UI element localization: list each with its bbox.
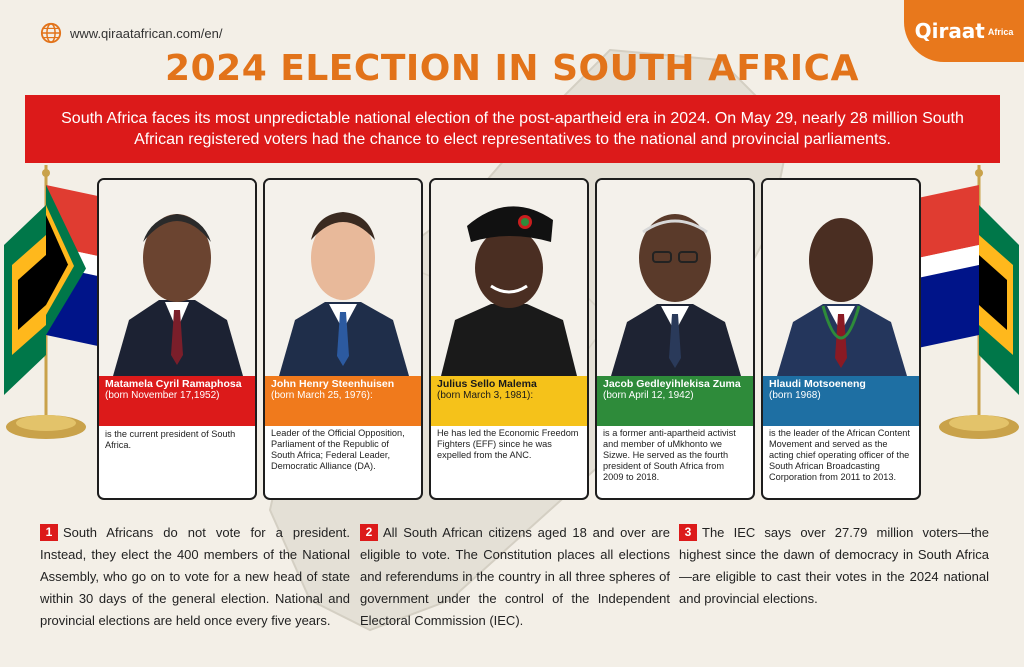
logo-sub: Africa — [987, 27, 1014, 37]
candidate-nameplate: John Henry Steenhuisen (born March 25, 1… — [265, 376, 421, 426]
candidate-nameplate: Hlaudi Motsoeneng (born 1968) — [763, 376, 919, 426]
fact-text: All South African citizens aged 18 and o… — [360, 525, 670, 628]
intro-text: South Africa faces its most unpredictabl… — [61, 110, 964, 148]
fact-number: 2 — [360, 524, 378, 541]
candidate-nameplate: Julius Sello Malema (born March 3, 1981)… — [431, 376, 587, 426]
candidate-name: Jacob Gedleyihlekisa Zuma — [603, 378, 741, 390]
candidate-bio: is a former anti-apartheid activist and … — [603, 428, 736, 482]
fact-paragraph-3: 3 The IEC says over 27.79 million voters—… — [679, 522, 989, 610]
candidate-photo — [763, 180, 919, 376]
candidate-nameplate: Jacob Gedleyihlekisa Zuma (born April 12… — [597, 376, 753, 426]
fact-paragraph-2: 2 All South African citizens aged 18 and … — [360, 522, 670, 632]
site-url[interactable]: www.qiraatafrican.com/en/ — [40, 22, 222, 44]
candidate-card: Matamela Cyril Ramaphosa (born November … — [97, 178, 257, 500]
candidate-name: Hlaudi Motsoeneng — [769, 378, 866, 390]
candidate-name: John Henry Steenhuisen — [271, 378, 395, 390]
fact-number: 1 — [40, 524, 58, 541]
candidate-born: (born November 17,1952) — [105, 390, 220, 401]
candidate-nameplate: Matamela Cyril Ramaphosa (born November … — [99, 376, 255, 426]
page-title: 2024 ELECTION IN SOUTH AFRICA — [165, 48, 859, 89]
candidate-photo — [431, 180, 587, 376]
fact-text: South Africans do not vote for a preside… — [40, 525, 350, 628]
candidate-card: John Henry Steenhuisen (born March 25, 1… — [263, 178, 423, 500]
candidate-photo — [265, 180, 421, 376]
candidate-born: (born April 12, 1942) — [603, 390, 694, 401]
logo-main: Qiraat — [914, 19, 985, 43]
candidate-born: (born 1968) — [769, 390, 821, 401]
candidate-bio: is the current president of South Africa… — [105, 429, 236, 450]
fact-number: 3 — [679, 524, 697, 541]
intro-banner: South Africa faces its most unpredictabl… — [25, 95, 1000, 163]
candidate-card: Julius Sello Malema (born March 3, 1981)… — [429, 178, 589, 500]
candidate-bio: Leader of the Official Opposition, Parli… — [271, 428, 405, 471]
candidate-born: (born March 25, 1976): — [271, 390, 373, 401]
candidate-photo — [99, 180, 255, 376]
candidate-card: Hlaudi Motsoeneng (born 1968) is the lea… — [761, 178, 921, 500]
globe-icon — [40, 22, 62, 44]
candidate-photo — [597, 180, 753, 376]
fact-text: The IEC says over 27.79 million voters—t… — [679, 525, 989, 606]
candidate-bio: is the leader of the African Content Mov… — [769, 428, 910, 482]
candidate-name: Julius Sello Malema — [437, 378, 537, 390]
qiraat-logo: Qiraat Africa — [904, 0, 1024, 62]
candidate-name: Matamela Cyril Ramaphosa — [105, 378, 242, 390]
south-africa-flag-right — [909, 165, 1019, 439]
fact-paragraph-1: 1 South Africans do not vote for a presid… — [40, 522, 350, 632]
candidate-card: Jacob Gedleyihlekisa Zuma (born April 12… — [595, 178, 755, 500]
candidate-bio: He has led the Economic Freedom Fighters… — [437, 428, 579, 460]
site-url-text: www.qiraatafrican.com/en/ — [70, 25, 223, 41]
candidate-born: (born March 3, 1981): — [437, 390, 534, 401]
